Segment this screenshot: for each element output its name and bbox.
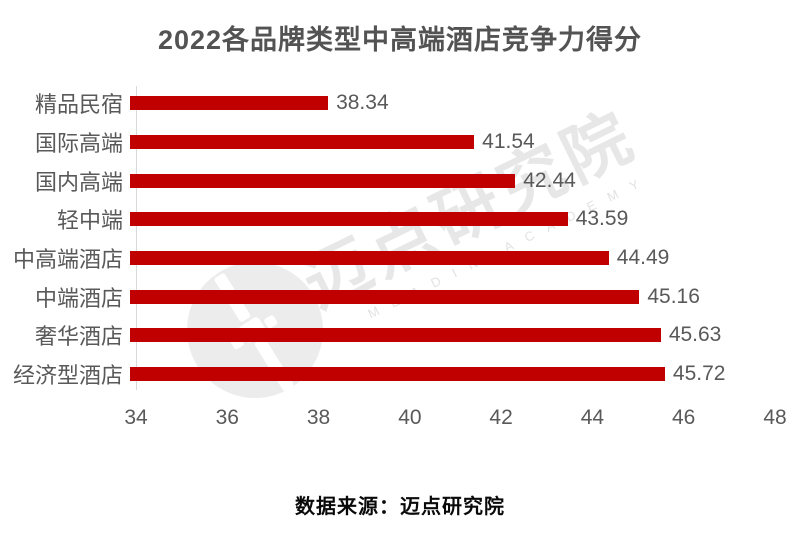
bar <box>130 251 609 266</box>
bar <box>130 212 568 227</box>
bar <box>130 135 475 150</box>
bar-row: 国际高端 41.54 <box>0 123 800 162</box>
value-label: 38.34 <box>336 91 389 115</box>
bar <box>130 328 661 343</box>
value-label: 44.49 <box>616 246 670 270</box>
value-label: 45.63 <box>668 323 722 347</box>
bar <box>130 367 665 382</box>
bar <box>130 96 329 111</box>
bar <box>130 173 516 188</box>
bar-track: 42.44 <box>130 161 769 200</box>
x-tick-label: 34 <box>124 406 148 429</box>
x-axis-ticks: 34 36 38 40 42 44 46 48 <box>124 406 786 432</box>
value-label: 42.44 <box>523 168 576 192</box>
bar-track: 38.34 <box>130 84 769 123</box>
bar-track: 41.54 <box>130 123 769 162</box>
category-label: 国内高端 <box>34 169 123 195</box>
category-label: 轻中端 <box>56 208 123 234</box>
category-label: 奢华酒店 <box>34 324 123 350</box>
category-label: 中高端酒店 <box>12 247 123 273</box>
bar-rows: 精品民宿 38.34 国际高端 41.54 国内高端 42.44 轻中端 43.59 中高端酒店… <box>0 84 800 394</box>
category-label: 精品民宿 <box>34 92 123 118</box>
chart-title: 2022各品牌类型中高端酒店竞争力得分 <box>157 25 643 55</box>
bar-row: 中高端酒店 44.49 <box>0 239 800 278</box>
bar-track: 45.72 <box>130 355 769 394</box>
value-label: 45.72 <box>672 362 726 386</box>
x-tick-label: 44 <box>580 406 605 429</box>
bar-row: 奢华酒店 45.63 <box>0 316 800 355</box>
bar-track: 45.63 <box>130 316 769 355</box>
value-label: 41.54 <box>482 130 535 154</box>
bar-row: 轻中端 43.59 <box>0 200 800 239</box>
category-label: 国际高端 <box>34 131 123 157</box>
x-tick-label: 48 <box>763 406 787 429</box>
bar-track: 44.49 <box>130 239 769 278</box>
category-label: 经济型酒店 <box>12 363 123 389</box>
x-tick-label: 36 <box>215 406 239 429</box>
x-tick-label: 38 <box>306 406 331 429</box>
x-tick-label: 40 <box>398 406 422 429</box>
bar <box>130 289 640 304</box>
value-label: 43.59 <box>575 207 629 231</box>
bar-row: 精品民宿 38.34 <box>0 84 800 123</box>
value-label: 45.16 <box>647 284 700 308</box>
x-tick-label: 46 <box>671 406 696 429</box>
bar-row: 国内高端 42.44 <box>0 161 800 200</box>
bar-track: 43.59 <box>130 200 769 239</box>
category-label: 中端酒店 <box>34 285 123 311</box>
bar-track: 45.16 <box>130 277 769 316</box>
bar-row: 经济型酒店 45.72 <box>0 355 800 394</box>
bar-row: 中端酒店 45.16 <box>0 277 800 316</box>
y-axis-line <box>136 86 137 390</box>
x-tick-label: 42 <box>489 406 513 429</box>
data-source-text: 数据来源：迈点研究院 <box>295 496 505 518</box>
